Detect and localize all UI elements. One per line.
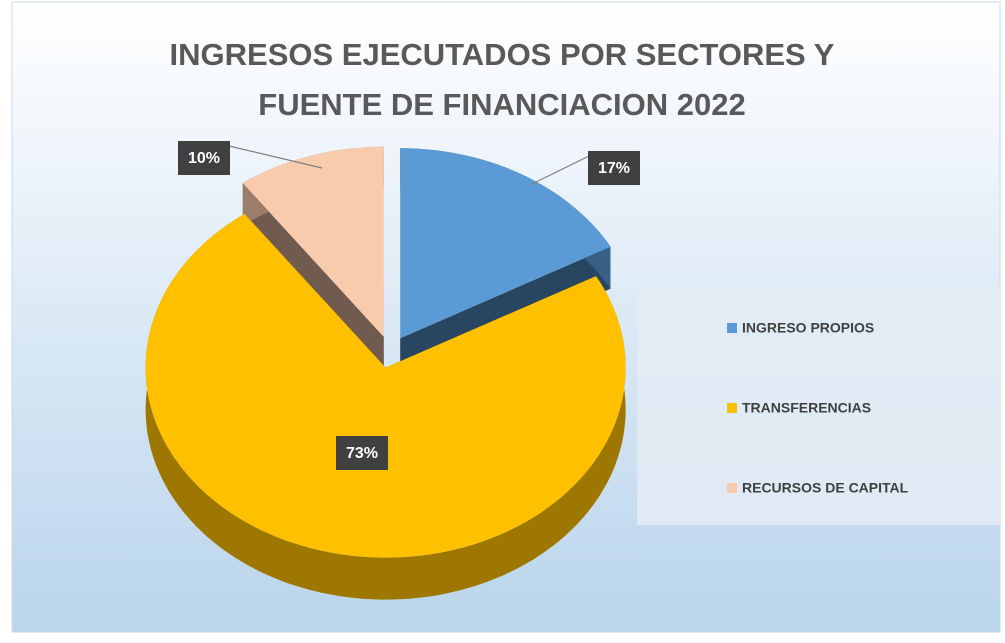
data-label-box [588, 151, 640, 185]
slice [400, 148, 611, 339]
data-label-box [336, 436, 388, 470]
legend-label: RECURSOS DE CAPITAL [742, 480, 909, 496]
chart-title: INGRESOS EJECUTADOS POR SECTORES Y FUENT… [169, 37, 835, 122]
data-label: 10% [188, 150, 220, 167]
pie [145, 146, 626, 600]
legend-swatch [727, 403, 737, 413]
data-labels: 17% 73% 10% [178, 141, 640, 470]
data-label: 17% [598, 160, 630, 177]
slice [145, 213, 626, 558]
legend: INGRESO PROPIOS TRANSFERENCIAS RECURSOS DE… [727, 320, 909, 496]
legend-swatch [727, 323, 737, 333]
legend-label: TRANSFERENCIAS [742, 400, 871, 416]
legend-box [637, 285, 1000, 525]
legend-label: INGRESO PROPIOS [742, 320, 874, 336]
data-label: 73% [346, 445, 378, 462]
legend-swatch [727, 483, 737, 493]
data-label-box [178, 141, 230, 175]
leader-line [228, 145, 323, 169]
leader-line [529, 155, 590, 186]
slice [242, 146, 384, 337]
